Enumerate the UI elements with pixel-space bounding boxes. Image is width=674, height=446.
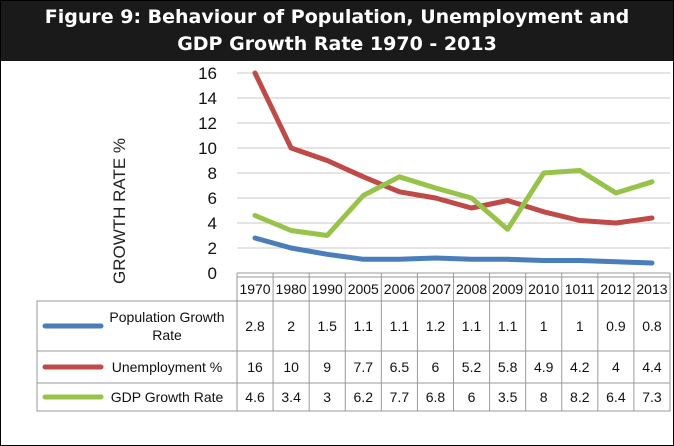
data-label: 4	[612, 359, 620, 375]
figure-title: Figure 9: Behaviour of Population, Unemp…	[1, 1, 673, 61]
data-label: 1.1	[354, 318, 374, 334]
data-label: 1.5	[317, 318, 337, 334]
data-label: 6.8	[426, 389, 446, 405]
data-label: 8.2	[570, 389, 590, 405]
data-label: 0.8	[642, 318, 662, 334]
x-tick-label: 2012	[600, 281, 631, 297]
data-label: 4.4	[642, 359, 662, 375]
data-label: 5.2	[462, 359, 482, 375]
data-label: 7.7	[390, 389, 410, 405]
data-label: 4.2	[570, 359, 590, 375]
data-label: 3.5	[498, 389, 518, 405]
data-label: 10	[283, 359, 299, 375]
series-line-3	[252, 168, 655, 238]
data-label: 1.1	[390, 318, 410, 334]
y-tick-label: 2	[208, 239, 217, 258]
data-label: 0.9	[606, 318, 626, 334]
data-label: 16	[247, 359, 263, 375]
data-label: 3	[323, 389, 331, 405]
data-label: 7.7	[354, 359, 374, 375]
data-label: 4.9	[534, 359, 554, 375]
x-tick-label: 1990	[312, 281, 343, 297]
series-name: Unemployment %	[112, 359, 223, 375]
data-label: 3.4	[281, 389, 301, 405]
data-label: 8	[540, 389, 548, 405]
x-tick-label: 2005	[348, 281, 379, 297]
data-label: 2	[287, 318, 295, 334]
y-tick-label: 16	[198, 64, 217, 83]
y-tick-label: 10	[198, 139, 217, 158]
figure-title-line-1: Figure 9: Behaviour of Population, Unemp…	[44, 6, 630, 28]
series-name: Population Growth	[109, 309, 224, 325]
x-tick-label: 2008	[456, 281, 487, 297]
y-tick-label: 6	[208, 189, 217, 208]
y-tick-label: 0	[208, 264, 217, 283]
x-tick-label: 2006	[384, 281, 415, 297]
y-axis-label: GROWTH RATE %	[110, 138, 129, 284]
data-label: 6.5	[390, 359, 410, 375]
data-label: 9	[323, 359, 331, 375]
data-label: 6	[432, 359, 440, 375]
y-tick-label: 12	[198, 114, 217, 133]
data-label: 5.8	[498, 359, 518, 375]
data-label: 7.3	[642, 389, 662, 405]
data-label: 1	[576, 318, 584, 334]
series-name: GDP Growth Rate	[111, 389, 224, 405]
data-label: 1.2	[426, 318, 446, 334]
series-name: Rate	[152, 327, 182, 343]
data-label: 6.2	[354, 389, 374, 405]
x-tick-label: 1970	[239, 281, 270, 297]
data-label: 6	[468, 389, 476, 405]
y-tick-label: 8	[208, 164, 217, 183]
data-label: 6.4	[606, 389, 626, 405]
data-label: 1	[540, 318, 548, 334]
data-label: 2.8	[245, 318, 265, 334]
y-tick-label: 14	[198, 89, 217, 108]
data-label: 1.1	[498, 318, 518, 334]
series-line-1	[252, 235, 655, 266]
data-label: 1.1	[462, 318, 482, 334]
data-label: 4.6	[245, 389, 265, 405]
x-tick-label: 2009	[492, 281, 523, 297]
y-tick-label: 4	[208, 214, 217, 233]
series-line-2	[252, 70, 655, 226]
x-tick-label: 2007	[420, 281, 451, 297]
x-tick-label: 2010	[528, 281, 559, 297]
x-tick-label: 1011	[565, 281, 595, 297]
x-tick-label: 1980	[276, 281, 307, 297]
figure-title-line-2: GDP Growth Rate 1970 - 2013	[177, 33, 497, 55]
x-tick-label: 2013	[636, 281, 667, 297]
